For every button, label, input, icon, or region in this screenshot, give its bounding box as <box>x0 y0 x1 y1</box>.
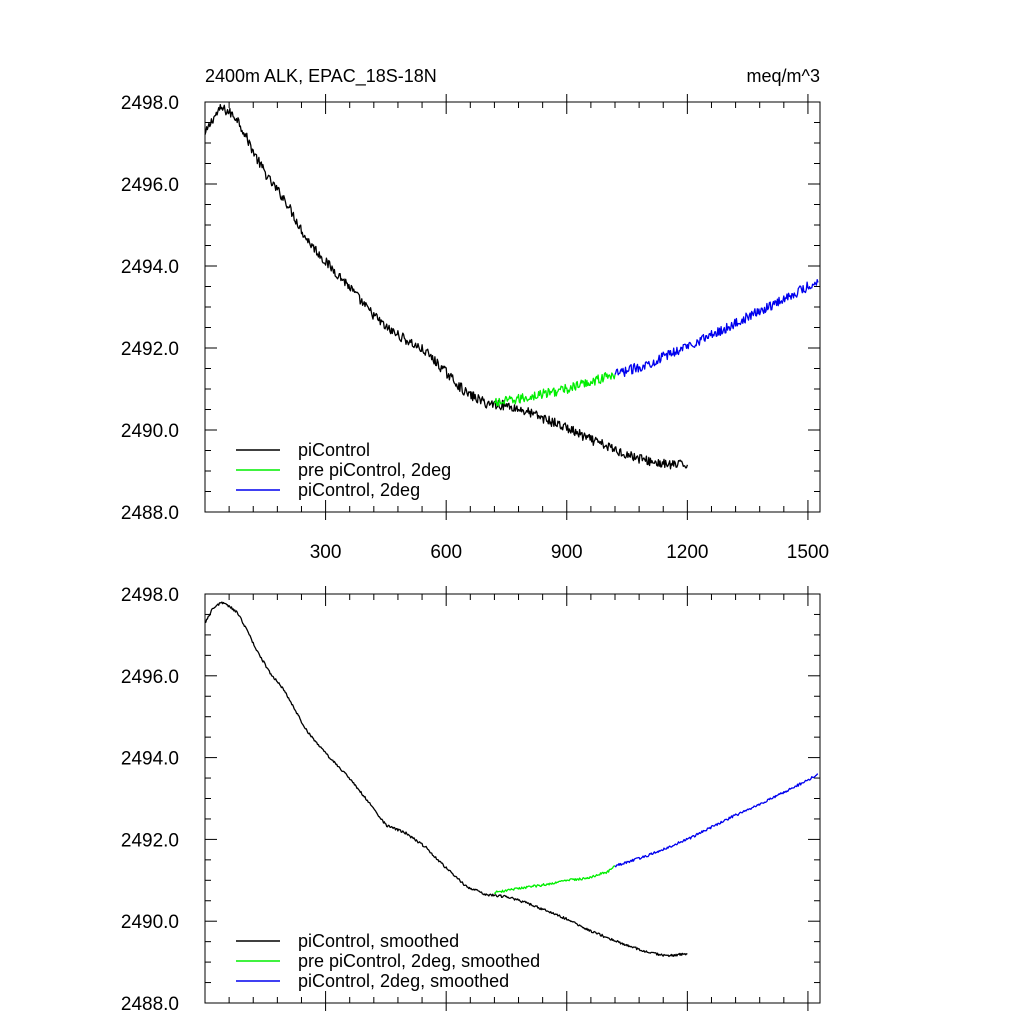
y-tick-label: 2492.0 <box>121 830 179 851</box>
series-line-pre-picontrol-2deg <box>493 372 616 407</box>
y-tick-label: 2490.0 <box>121 421 179 442</box>
y-tick-label: 2488.0 <box>121 503 179 524</box>
x-tick-label: 1200 <box>666 542 708 563</box>
x-tick-label: 300 <box>310 542 342 563</box>
series-line-picontrol-2deg-smoothed <box>614 773 819 868</box>
chart-title: 2400m ALK, EPAC_18S-18N <box>205 66 437 87</box>
bottom-panel: 2488.0 2490.0 2492.0 2494.0 2496.0 2498.0 piCo… <box>121 585 821 1015</box>
chart-units: meq/m^3 <box>747 66 820 86</box>
series-line-pre-picontrol-2deg-smoothed <box>493 865 616 895</box>
y-tick-label: 2498.0 <box>121 585 179 606</box>
legend-label: piControl, smoothed <box>298 931 459 951</box>
legend-label: piControl, 2deg <box>298 480 420 500</box>
legend-label: piControl <box>298 440 370 460</box>
series-line-picontrol-2deg <box>614 279 819 378</box>
y-tick-label: 2488.0 <box>121 994 179 1015</box>
x-tick-label: 1500 <box>787 542 829 563</box>
x-tick-label: 600 <box>430 542 462 563</box>
y-tick-label: 2498.0 <box>121 93 179 114</box>
y-tick-label: 2496.0 <box>121 175 179 196</box>
legend-label: piControl, 2deg, smoothed <box>298 971 509 991</box>
series-line-picontrol-smoothed <box>204 601 688 958</box>
x-tick-label: 900 <box>551 542 583 563</box>
legend-label: pre piControl, 2deg, smoothed <box>298 951 540 971</box>
y-tick-label: 2490.0 <box>121 912 179 933</box>
y-tick-label: 2494.0 <box>121 749 179 770</box>
series-line-picontrol <box>204 103 689 470</box>
y-tick-label: 2494.0 <box>121 257 179 278</box>
top-panel: 2488.0 2490.0 2492.0 2494.0 2496.0 2498.0 300 6… <box>121 93 829 563</box>
legend-label: pre piControl, 2deg <box>298 460 451 480</box>
y-tick-label: 2496.0 <box>121 667 179 688</box>
y-tick-label: 2492.0 <box>121 339 179 360</box>
